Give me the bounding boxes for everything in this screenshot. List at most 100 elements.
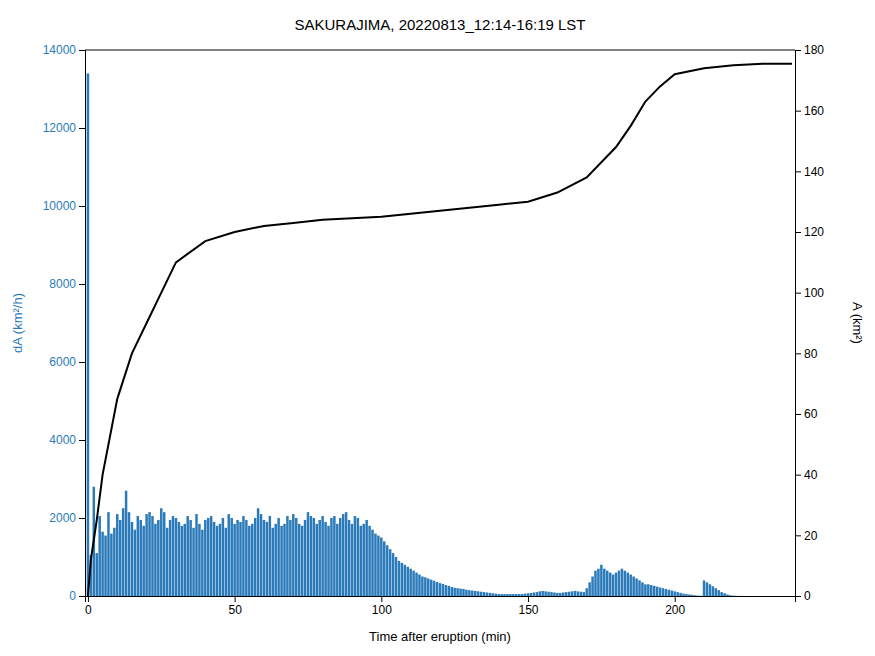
- bar: [503, 594, 505, 596]
- bar: [583, 592, 585, 596]
- tick-mark: [795, 475, 801, 476]
- bar: [298, 524, 300, 596]
- bar: [172, 516, 174, 596]
- tick-label: 60: [804, 407, 818, 421]
- bar: [233, 524, 235, 596]
- bar: [453, 588, 455, 596]
- bar: [131, 522, 133, 596]
- bar: [471, 591, 473, 596]
- tick-mark: [79, 50, 85, 51]
- bar: [685, 594, 687, 596]
- bar: [139, 520, 141, 596]
- bar: [289, 520, 291, 596]
- tick-mark: [79, 284, 85, 285]
- bar: [486, 592, 488, 596]
- y-axis: 02000400060008000100001200014000: [43, 43, 86, 603]
- tick: 2000: [49, 511, 85, 525]
- bar: [632, 577, 634, 597]
- tick-label: 180: [804, 43, 824, 57]
- bar: [316, 524, 318, 596]
- bar: [398, 561, 400, 596]
- bar: [351, 524, 353, 596]
- bar: [624, 571, 626, 596]
- tick: 50: [228, 596, 242, 617]
- bar: [225, 528, 227, 596]
- title: SAKURAJIMA, 20220813_12:14-16:19 LST: [294, 16, 585, 33]
- bar: [184, 524, 186, 596]
- bar: [219, 524, 221, 596]
- tick-label: 80: [804, 347, 818, 361]
- bar: [98, 516, 100, 596]
- bar: [362, 524, 364, 596]
- bar: [439, 583, 441, 596]
- bar: [436, 582, 438, 596]
- bar: [386, 545, 388, 596]
- bar: [342, 514, 344, 596]
- bar: [113, 528, 115, 596]
- bar: [163, 512, 165, 596]
- tick-mark: [528, 596, 529, 602]
- bar: [647, 584, 649, 596]
- bar: [154, 524, 156, 596]
- bar: [204, 520, 206, 596]
- bar: [354, 516, 356, 596]
- bar: [368, 526, 370, 596]
- bar: [735, 595, 737, 596]
- bar: [198, 524, 200, 596]
- tick: 0: [69, 589, 85, 603]
- bar: [286, 516, 288, 596]
- tick-mark: [79, 362, 85, 363]
- tick: 10000: [43, 199, 85, 213]
- bar: [110, 534, 112, 596]
- y2-axis-label: A (km²): [850, 302, 865, 344]
- bar: [263, 520, 265, 596]
- tick-mark: [88, 596, 89, 602]
- bar: [380, 538, 382, 597]
- tick-label: 14000: [43, 43, 77, 57]
- bar: [465, 590, 467, 596]
- bar: [665, 589, 667, 596]
- bar: [565, 592, 567, 596]
- bar: [621, 569, 623, 596]
- bar: [239, 522, 241, 596]
- y-axis-label: dA (km²/h): [10, 293, 25, 353]
- bar: [228, 514, 230, 596]
- bar: [157, 520, 159, 596]
- bar: [448, 586, 450, 596]
- bar: [450, 587, 452, 596]
- tick-label: 12000: [43, 121, 77, 135]
- tick: 20: [795, 529, 818, 543]
- bar: [688, 594, 690, 596]
- bar: [195, 514, 197, 596]
- tick-mark: [795, 171, 801, 172]
- bar: [606, 571, 608, 596]
- bar: [277, 518, 279, 596]
- tick-mark: [795, 535, 801, 536]
- tick: 160: [795, 104, 824, 118]
- bar: [418, 575, 420, 596]
- tick: 4000: [49, 433, 85, 447]
- bar: [474, 591, 476, 596]
- bar: [550, 592, 552, 596]
- bar: [562, 592, 564, 596]
- bar: [459, 589, 461, 596]
- tick: 100: [372, 596, 392, 617]
- tick-label: 160: [804, 104, 824, 118]
- bar: [559, 593, 561, 596]
- bar: [709, 584, 711, 596]
- bar: [371, 530, 373, 596]
- bar: [101, 532, 103, 596]
- bar: [201, 530, 203, 596]
- bar: [401, 563, 403, 596]
- tick-label: 20: [804, 529, 818, 543]
- bar: [409, 569, 411, 596]
- bar: [392, 553, 394, 596]
- bar: [668, 590, 670, 596]
- tick-label: 100: [804, 286, 824, 300]
- bar: [506, 594, 508, 596]
- bar: [128, 512, 130, 596]
- tick: 150: [519, 596, 539, 617]
- bar: [119, 520, 121, 596]
- bar: [348, 520, 350, 596]
- bar: [404, 565, 406, 596]
